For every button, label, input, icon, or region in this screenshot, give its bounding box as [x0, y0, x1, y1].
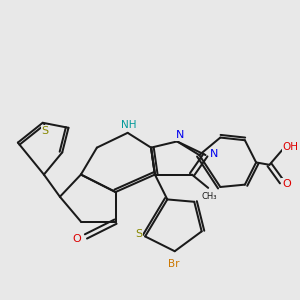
- Text: OH: OH: [283, 142, 299, 152]
- Text: NH: NH: [122, 120, 137, 130]
- Text: CH₃: CH₃: [202, 192, 218, 201]
- Text: S: S: [135, 229, 142, 239]
- Text: N: N: [210, 148, 218, 159]
- Text: Br: Br: [167, 259, 179, 269]
- Text: N: N: [176, 130, 184, 140]
- Text: O: O: [282, 179, 291, 189]
- Text: S: S: [41, 126, 49, 136]
- Text: O: O: [73, 234, 81, 244]
